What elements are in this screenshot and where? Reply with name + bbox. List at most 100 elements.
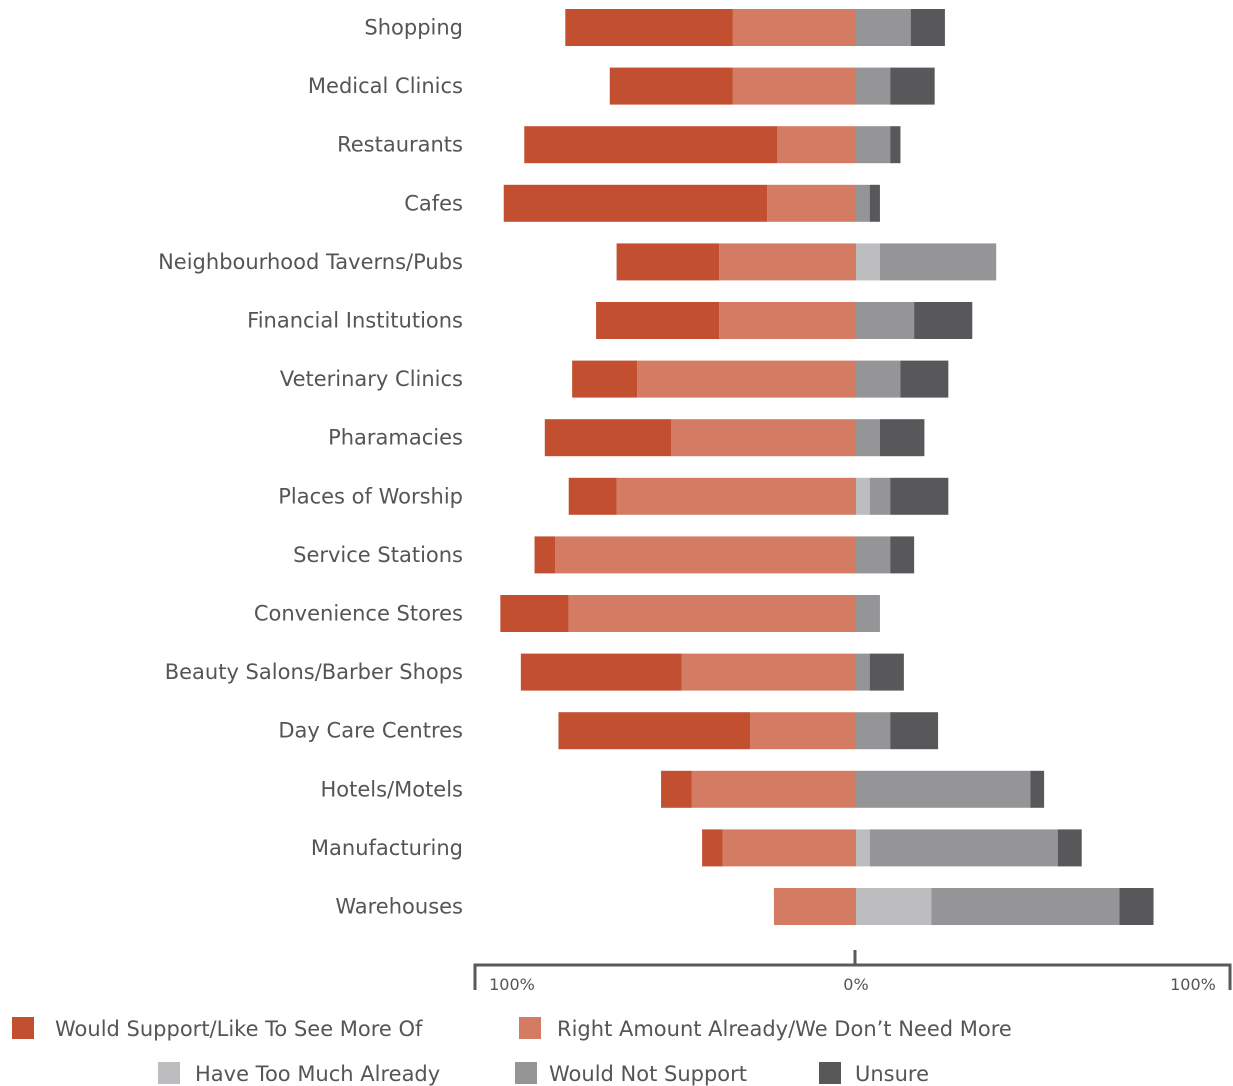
legend-swatch-too-much bbox=[158, 1062, 180, 1084]
bar-hotels-motels-would-support-like-to-see-more-of bbox=[661, 770, 692, 808]
bar-cafes-would-support-like-to-see-more-of bbox=[503, 184, 768, 222]
bar-pharamacies-right-amount-already-we-don-t-need-more bbox=[671, 419, 856, 457]
bars-group bbox=[500, 9, 1154, 925]
bar-warehouses-unsure bbox=[1119, 888, 1154, 925]
bar-medical-clinics-unsure bbox=[890, 67, 935, 105]
bar-cafes-unsure bbox=[869, 184, 880, 222]
bar-shopping-would-not-support bbox=[856, 9, 911, 46]
bar-places-of-worship-have-too-much-already bbox=[856, 477, 870, 515]
bar-beauty-salons-barber-shops-would-not-support bbox=[856, 653, 870, 691]
bar-service-stations-unsure bbox=[890, 536, 915, 574]
bar-shopping-unsure bbox=[910, 9, 945, 46]
bar-restaurants-unsure bbox=[890, 126, 901, 164]
bar-beauty-salons-barber-shops-unsure bbox=[869, 653, 904, 691]
x-tick-label-right: 100% bbox=[1170, 975, 1216, 994]
bar-beauty-salons-barber-shops-right-amount-already-we-don-t-need-more bbox=[681, 653, 856, 691]
category-label-convenience-stores: Convenience Stores bbox=[254, 602, 463, 626]
x-axis-line bbox=[473, 963, 1232, 990]
bar-manufacturing-unsure bbox=[1057, 829, 1082, 867]
category-label-day-care-centres: Day Care Centres bbox=[278, 719, 463, 743]
bar-medical-clinics-right-amount-already-we-don-t-need-more bbox=[732, 67, 856, 105]
legend-swatch-right-amount bbox=[519, 1017, 541, 1039]
category-label-warehouses: Warehouses bbox=[335, 895, 463, 919]
bar-pharamacies-unsure bbox=[879, 419, 925, 457]
legend-label-right-amount: Right Amount Already/We Don’t Need More bbox=[557, 1017, 1012, 1041]
bar-hotels-motels-unsure bbox=[1030, 770, 1045, 808]
bar-veterinary-clinics-right-amount-already-we-don-t-need-more bbox=[637, 360, 856, 398]
bar-service-stations-would-not-support bbox=[856, 536, 891, 574]
bar-medical-clinics-would-not-support bbox=[856, 67, 891, 105]
bar-neighbourhood-taverns-pubs-would-not-support bbox=[879, 243, 997, 281]
category-label-pharamacies: Pharamacies bbox=[328, 426, 463, 450]
bar-day-care-centres-unsure bbox=[890, 712, 939, 750]
bar-day-care-centres-right-amount-already-we-don-t-need-more bbox=[749, 712, 856, 750]
bar-places-of-worship-would-not-support bbox=[869, 477, 891, 515]
bar-service-stations-would-support-like-to-see-more-of bbox=[534, 536, 556, 574]
bar-warehouses-have-too-much-already bbox=[856, 888, 932, 925]
category-label-medical-clinics: Medical Clinics bbox=[308, 74, 463, 98]
category-label-manufacturing: Manufacturing bbox=[311, 836, 463, 860]
category-label-veterinary-clinics: Veterinary Clinics bbox=[280, 367, 463, 391]
bar-neighbourhood-taverns-pubs-right-amount-already-we-don-t-need-more bbox=[719, 243, 856, 281]
bar-places-of-worship-right-amount-already-we-don-t-need-more bbox=[616, 477, 856, 515]
bar-service-stations-right-amount-already-we-don-t-need-more bbox=[555, 536, 856, 574]
x-tick-label-left: 100% bbox=[489, 975, 535, 994]
category-label-service-stations: Service Stations bbox=[293, 543, 463, 567]
category-label-shopping: Shopping bbox=[364, 16, 463, 40]
bar-manufacturing-would-not-support bbox=[869, 829, 1058, 867]
legend-label-unsure: Unsure bbox=[855, 1062, 929, 1086]
bar-veterinary-clinics-would-support-like-to-see-more-of bbox=[572, 360, 638, 398]
bar-convenience-stores-would-not-support bbox=[856, 595, 880, 632]
bar-restaurants-right-amount-already-we-don-t-need-more bbox=[777, 126, 856, 164]
bar-financial-institutions-right-amount-already-we-don-t-need-more bbox=[719, 302, 856, 339]
bar-warehouses-would-not-support bbox=[931, 888, 1120, 925]
bar-convenience-stores-right-amount-already-we-don-t-need-more bbox=[568, 595, 856, 632]
x-axis: 100% 0% 100% bbox=[473, 950, 1232, 994]
bar-veterinary-clinics-would-not-support bbox=[856, 360, 901, 398]
bar-day-care-centres-would-not-support bbox=[856, 712, 891, 750]
bar-places-of-worship-would-support-like-to-see-more-of bbox=[568, 477, 617, 515]
bar-financial-institutions-unsure bbox=[914, 302, 973, 339]
bar-veterinary-clinics-unsure bbox=[900, 360, 949, 398]
bar-pharamacies-would-not-support bbox=[856, 419, 880, 457]
bar-places-of-worship-unsure bbox=[890, 477, 949, 515]
legend-swatch-would-not-support bbox=[515, 1062, 537, 1084]
bar-cafes-would-not-support bbox=[856, 184, 870, 222]
category-label-neighbourhood-taverns-pubs: Neighbourhood Taverns/Pubs bbox=[158, 250, 463, 274]
bar-neighbourhood-taverns-pubs-would-support-like-to-see-more-of bbox=[616, 243, 720, 281]
bar-pharamacies-would-support-like-to-see-more-of bbox=[544, 419, 672, 457]
category-label-beauty-salons-barber-shops: Beauty Salons/Barber Shops bbox=[165, 660, 463, 684]
bar-neighbourhood-taverns-pubs-have-too-much-already bbox=[856, 243, 880, 281]
bar-hotels-motels-would-not-support bbox=[856, 770, 1031, 808]
legend-swatch-unsure bbox=[819, 1062, 841, 1084]
bar-warehouses-right-amount-already-we-don-t-need-more bbox=[773, 888, 856, 925]
bar-day-care-centres-would-support-like-to-see-more-of bbox=[558, 712, 750, 750]
bar-convenience-stores-would-support-like-to-see-more-of bbox=[500, 595, 569, 632]
bar-manufacturing-have-too-much-already bbox=[856, 829, 870, 867]
category-label-restaurants: Restaurants bbox=[337, 133, 463, 157]
bar-restaurants-would-support-like-to-see-more-of bbox=[524, 126, 778, 164]
bar-shopping-would-support-like-to-see-more-of bbox=[565, 9, 733, 46]
category-label-places-of-worship: Places of Worship bbox=[278, 484, 463, 508]
legend-label-would-not-support: Would Not Support bbox=[549, 1062, 747, 1086]
bar-beauty-salons-barber-shops-would-support-like-to-see-more-of bbox=[520, 653, 682, 691]
bar-shopping-right-amount-already-we-don-t-need-more bbox=[732, 9, 856, 46]
bar-manufacturing-would-support-like-to-see-more-of bbox=[702, 829, 723, 867]
legend-swatch-would-support bbox=[12, 1017, 34, 1039]
category-label-financial-institutions: Financial Institutions bbox=[247, 309, 463, 333]
bar-restaurants-would-not-support bbox=[856, 126, 891, 164]
legend-label-would-support: Would Support/Like To See More Of bbox=[55, 1017, 423, 1041]
category-labels: Shopping Medical Clinics Restaurants Cafes N… bbox=[158, 16, 463, 919]
bar-medical-clinics-would-support-like-to-see-more-of bbox=[609, 67, 733, 105]
category-label-cafes: Cafes bbox=[404, 191, 463, 215]
bar-hotels-motels-right-amount-already-we-don-t-need-more bbox=[691, 770, 856, 808]
bar-financial-institutions-would-not-support bbox=[856, 302, 915, 339]
legend-label-too-much: Have Too Much Already bbox=[195, 1062, 440, 1086]
legend: Would Support/Like To See More Of Right … bbox=[12, 1017, 1012, 1086]
category-label-hotels-motels: Hotels/Motels bbox=[320, 777, 463, 801]
bar-financial-institutions-would-support-like-to-see-more-of bbox=[596, 302, 720, 339]
x-tick-label-zero: 0% bbox=[843, 975, 868, 994]
bar-manufacturing-right-amount-already-we-don-t-need-more bbox=[722, 829, 856, 867]
bar-cafes-right-amount-already-we-don-t-need-more bbox=[767, 184, 856, 222]
